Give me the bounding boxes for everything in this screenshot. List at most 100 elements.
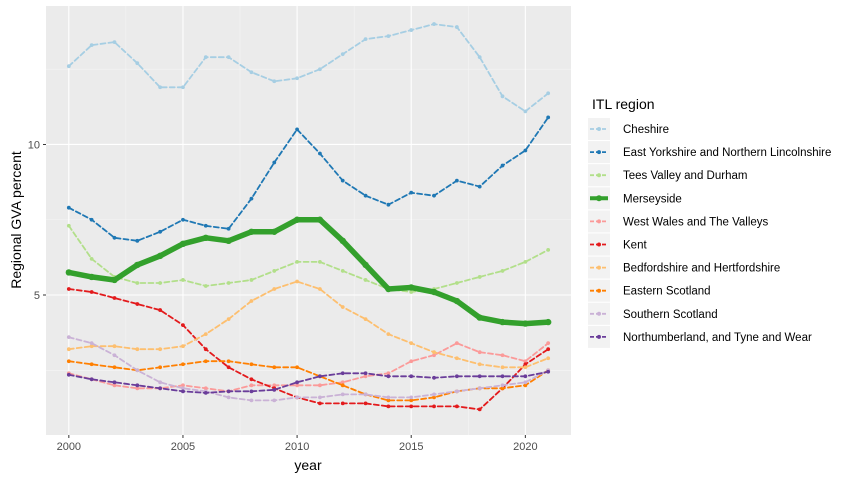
data-point: [181, 389, 185, 394]
data-point: [546, 347, 551, 352]
data-point: [546, 247, 551, 252]
data-point: [454, 281, 459, 285]
legend-key-point: [597, 311, 601, 316]
data-point: [523, 380, 528, 385]
legend-items: Cheshire East Yorkshire and Northern Linc…: [588, 118, 831, 348]
legend-key-point: [597, 173, 601, 178]
data-point: [203, 347, 208, 352]
data-point: [66, 223, 71, 228]
series-5: [66, 287, 551, 412]
data-point: [226, 395, 231, 400]
legend-key-point: [597, 265, 601, 270]
data-point: [477, 386, 482, 391]
data-point: [226, 55, 231, 60]
data-point: [385, 285, 392, 293]
data-point: [500, 374, 505, 379]
data-point: [249, 377, 254, 382]
data-point: [386, 395, 391, 400]
x-axis: 2000 2005 2010 2015 2020: [57, 435, 538, 453]
data-point: [523, 362, 528, 367]
data-point: [363, 401, 368, 406]
series-line: [67, 288, 550, 411]
data-point: [112, 383, 117, 388]
data-point: [158, 380, 163, 385]
data-point: [340, 383, 345, 388]
legend-key-point: [597, 127, 601, 131]
series-line: [67, 280, 550, 369]
data-point: [454, 389, 459, 394]
data-point: [318, 383, 322, 388]
data-point: [409, 404, 414, 409]
data-point: [316, 216, 324, 223]
data-point: [318, 395, 322, 400]
data-point: [295, 76, 299, 81]
data-point: [454, 178, 459, 183]
data-point: [295, 365, 299, 370]
data-point: [272, 387, 277, 392]
data-point: [89, 377, 94, 382]
data-point: [89, 290, 94, 294]
legend-item: West Wales and The Valleys: [588, 210, 769, 233]
data-point: [135, 386, 140, 391]
legend-label: Bedfordshire and Hertfordshire: [623, 263, 780, 275]
data-point: [500, 383, 505, 388]
series-0: [66, 22, 551, 114]
data-point: [66, 347, 71, 352]
data-point: [363, 37, 368, 42]
data-point: [318, 259, 322, 264]
data-point: [249, 70, 254, 75]
data-point: [226, 359, 231, 364]
data-point: [477, 350, 482, 355]
legend-label: Kent: [623, 240, 647, 252]
data-point: [409, 398, 414, 403]
data-point: [112, 344, 117, 349]
legend-item: Tees Valley and Durham: [588, 164, 747, 187]
data-point: [386, 202, 391, 207]
data-point: [135, 302, 140, 306]
data-point: [134, 261, 141, 269]
data-point: [500, 353, 505, 358]
data-point: [226, 281, 231, 285]
data-point: [203, 284, 208, 288]
data-point: [386, 398, 391, 403]
data-point: [546, 356, 551, 361]
data-point: [66, 359, 71, 364]
legend-item: Northumberland, and Tyne and Wear: [588, 325, 812, 348]
data-point: [249, 299, 254, 303]
data-point: [340, 178, 345, 183]
x-tick-label: 2010: [285, 441, 309, 453]
data-point: [158, 229, 163, 234]
data-point: [112, 353, 117, 358]
data-point: [181, 383, 185, 388]
data-point: [203, 359, 208, 364]
data-point: [454, 404, 459, 409]
data-point: [362, 261, 369, 269]
series-line: [66, 216, 551, 327]
series-8: [66, 335, 551, 403]
data-point: [66, 205, 71, 210]
legend-label: Cheshire: [623, 124, 669, 136]
legend-label: Northumberland, and Tyne and Wear: [623, 332, 812, 344]
data-point: [453, 297, 461, 305]
legend-item: East Yorkshire and Northern Lincolnshire: [588, 141, 831, 164]
series-line: [67, 116, 550, 242]
data-point: [203, 386, 208, 391]
data-point: [135, 347, 140, 352]
data-point: [339, 237, 346, 245]
legend-item: Eastern Scotland: [588, 279, 711, 302]
data-point: [158, 281, 163, 285]
data-point: [432, 350, 436, 355]
data-point: [477, 407, 482, 412]
data-point: [454, 374, 459, 379]
data-point: [523, 374, 528, 379]
data-point: [500, 386, 505, 391]
data-point: [432, 404, 436, 409]
data-point: [295, 259, 299, 264]
data-point: [179, 240, 187, 248]
data-point: [135, 238, 140, 243]
data-point: [544, 318, 552, 326]
data-point: [295, 395, 299, 400]
data-point: [272, 398, 277, 403]
legend-key-point: [597, 288, 601, 293]
